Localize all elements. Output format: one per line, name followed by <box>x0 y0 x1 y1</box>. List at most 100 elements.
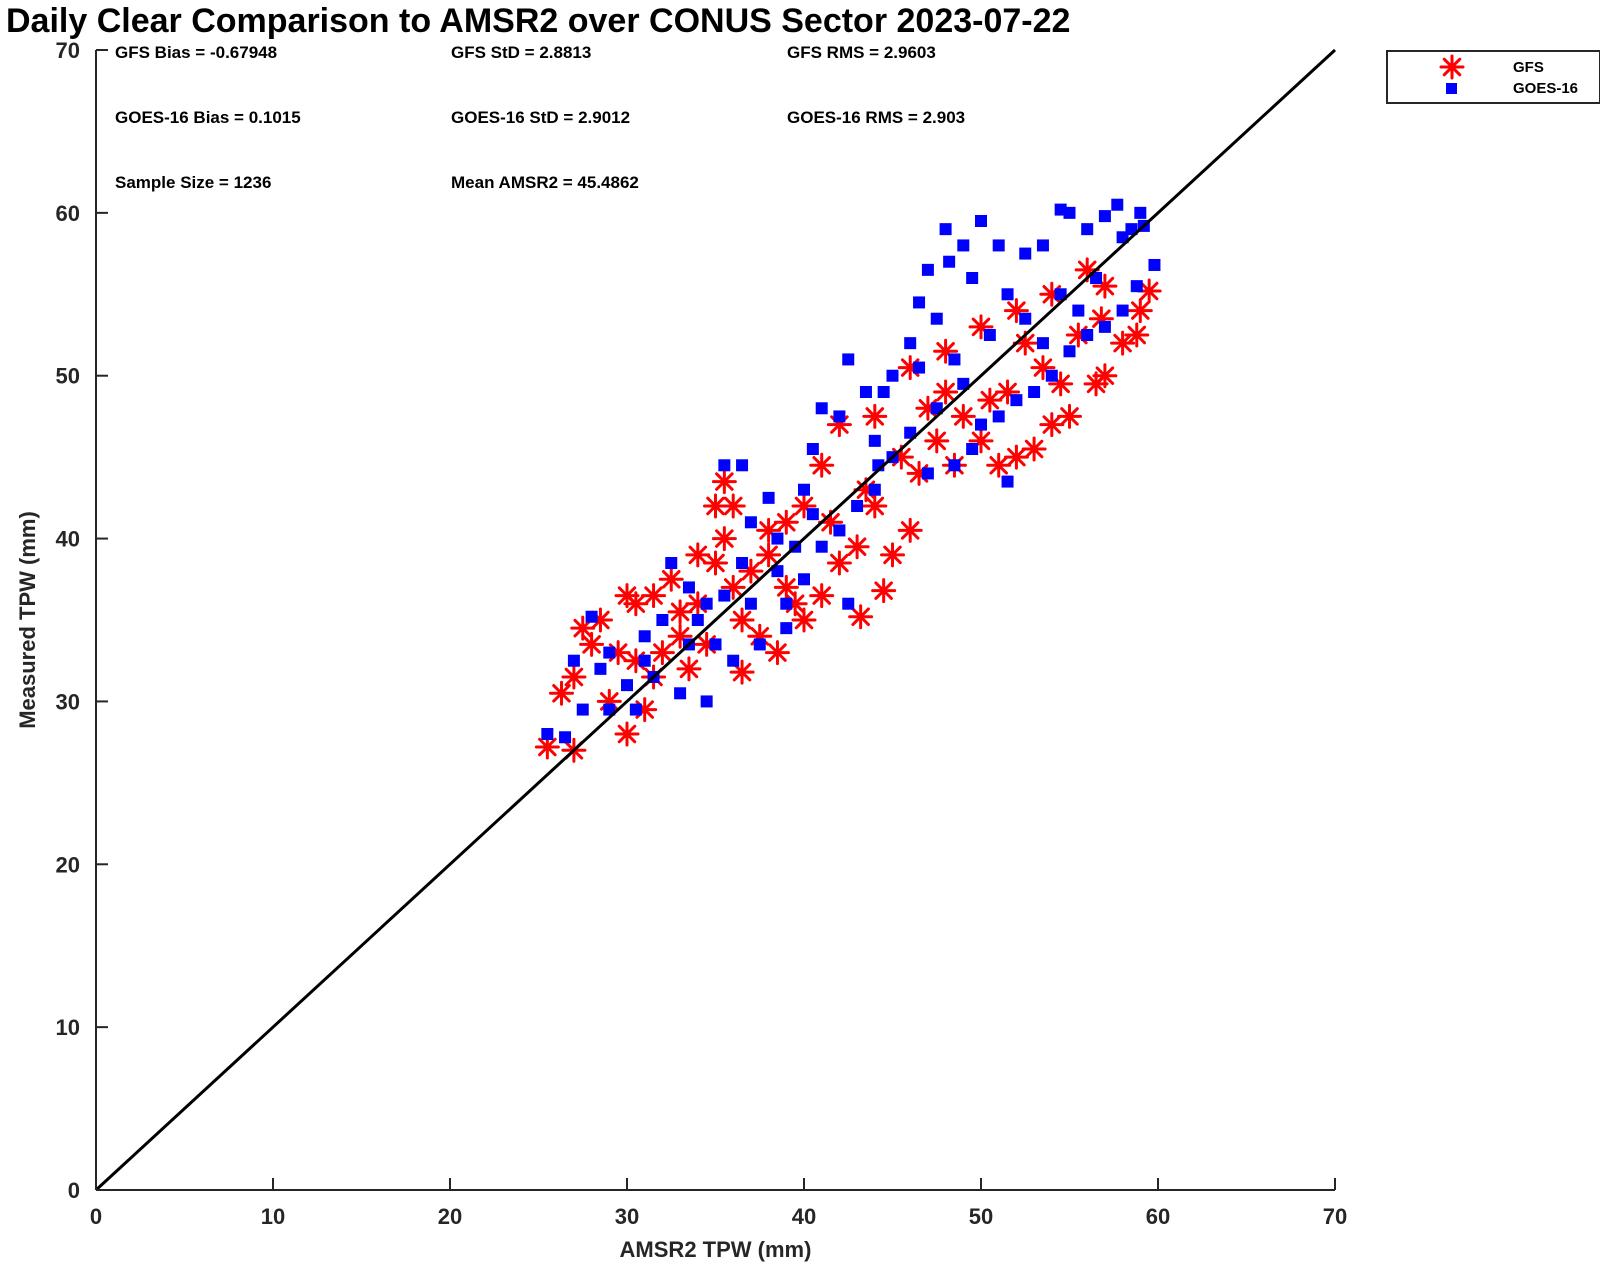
gfs-point-stroke <box>1113 333 1132 353</box>
gfs-point <box>756 542 782 568</box>
goes-16-point <box>886 369 899 382</box>
goes-16-point <box>603 703 616 716</box>
gfs-point-stroke <box>883 545 902 565</box>
goes-16-point <box>815 402 828 415</box>
x-tick-label: 10 <box>261 1204 285 1229</box>
gfs-point <box>844 534 870 560</box>
stat-sample-size: Sample Size = 1236 <box>115 173 271 192</box>
goes-16-point <box>877 386 890 398</box>
gfs-point-stroke <box>552 684 571 703</box>
goes-16-point <box>948 459 961 472</box>
goes-16-point <box>957 377 970 390</box>
gfs-point <box>809 583 835 609</box>
goes-16-point <box>806 443 819 455</box>
goes-16-point <box>806 508 819 521</box>
gfs-point <box>685 542 711 568</box>
gfs-point <box>1092 363 1118 389</box>
goes-16-point <box>718 459 731 472</box>
goes-16-point <box>1063 345 1076 358</box>
goes-16-point <box>1116 304 1129 317</box>
goes-16-point <box>744 597 757 610</box>
legend-goes-marker <box>1446 83 1457 94</box>
goes-16-point <box>780 622 793 635</box>
goes-16-point <box>736 557 749 569</box>
goes-16-point <box>939 223 952 236</box>
goes-16-point <box>992 410 1005 423</box>
gfs-point-stroke <box>688 545 708 565</box>
goes-16-point <box>1001 288 1014 301</box>
gfs-point <box>880 542 905 568</box>
gfs-point <box>658 566 684 592</box>
goes-16-point <box>638 630 651 643</box>
gfs-point <box>1003 444 1029 470</box>
gfs-point <box>897 517 923 543</box>
goes-16-point <box>1081 329 1094 341</box>
goes-16-point <box>966 443 979 455</box>
goes-16-point <box>780 597 793 610</box>
gfs-point-stroke <box>936 382 955 402</box>
stat-goes-rms: GOES-16 RMS = 2.903 <box>787 108 965 127</box>
gfs-point-stroke <box>1015 333 1035 353</box>
gfs-point <box>703 550 728 576</box>
gfs-point <box>549 680 575 706</box>
legend-gfs-marker <box>1439 54 1465 80</box>
goes-16-point <box>930 312 943 325</box>
gfs-point-stroke <box>768 643 787 662</box>
gfs-point-stroke <box>741 561 761 581</box>
goes-16-point <box>983 329 996 341</box>
gfs-point-stroke <box>936 342 955 361</box>
goes-16-point <box>753 638 766 651</box>
y-tick-label: 30 <box>56 689 80 714</box>
gfs-point <box>1021 436 1047 462</box>
stat-goes-bias: GOES-16 Bias = 0.1015 <box>115 108 301 127</box>
x-axis-title: AMSR2 TPW (mm) <box>620 1237 812 1262</box>
goes-16-point <box>868 434 881 447</box>
goes-16-point <box>833 410 846 423</box>
goes-16-point <box>709 638 722 651</box>
goes-16-point <box>771 565 784 578</box>
gfs-point <box>826 550 852 576</box>
goes-16-point <box>638 654 651 667</box>
gfs-point-stroke <box>927 431 947 451</box>
gfs-point-stroke <box>1131 301 1150 320</box>
goes-16-point <box>1090 272 1103 284</box>
goes-16-point <box>842 353 855 366</box>
gfs-point <box>862 403 888 429</box>
gfs-point-stroke <box>1007 301 1026 320</box>
gfs-point-stroke <box>1127 325 1147 345</box>
goes-16-point <box>868 483 881 496</box>
gfs-point <box>977 387 1003 413</box>
gfs-point-stroke <box>1077 260 1097 280</box>
gfs-point-stroke <box>794 496 814 516</box>
y-tick-label: 20 <box>56 852 80 877</box>
legend-gfs-label: GFS <box>1513 59 1544 76</box>
goes-16-point <box>736 459 749 472</box>
gfs-point-stroke <box>723 496 743 516</box>
legend-gfs-asterisk <box>1439 54 1465 80</box>
x-tick-label: 40 <box>792 1204 816 1229</box>
gfs-point-stroke <box>900 521 920 540</box>
gfs-point-stroke <box>998 382 1017 402</box>
goes-16-point <box>1130 280 1143 293</box>
goes-16-point <box>567 654 580 667</box>
goes-16-point <box>1148 258 1161 271</box>
gfs-point <box>1039 412 1065 438</box>
y-tick-label: 10 <box>56 1015 80 1040</box>
x-tick-label: 70 <box>1323 1204 1347 1229</box>
x-tick-label: 60 <box>1146 1204 1170 1229</box>
gfs-point-stroke <box>732 662 752 682</box>
goes-16-point <box>1036 239 1049 252</box>
axes <box>95 50 1335 1191</box>
goes-16-point <box>1010 394 1023 407</box>
goes-16-point <box>930 402 943 415</box>
goes-16-point <box>585 610 598 623</box>
gfs-point-stroke <box>954 407 973 426</box>
stat-gfs-std: GFS StD = 2.8813 <box>451 43 591 62</box>
gfs-point <box>641 583 667 609</box>
gfs-point-stroke <box>617 724 637 744</box>
goes-16-point <box>594 662 607 675</box>
gfs-point-stroke <box>777 578 796 597</box>
goes-16-point <box>992 239 1005 252</box>
stat-goes-std: GOES-16 StD = 2.9012 <box>451 108 630 127</box>
gfs-point <box>933 338 959 364</box>
